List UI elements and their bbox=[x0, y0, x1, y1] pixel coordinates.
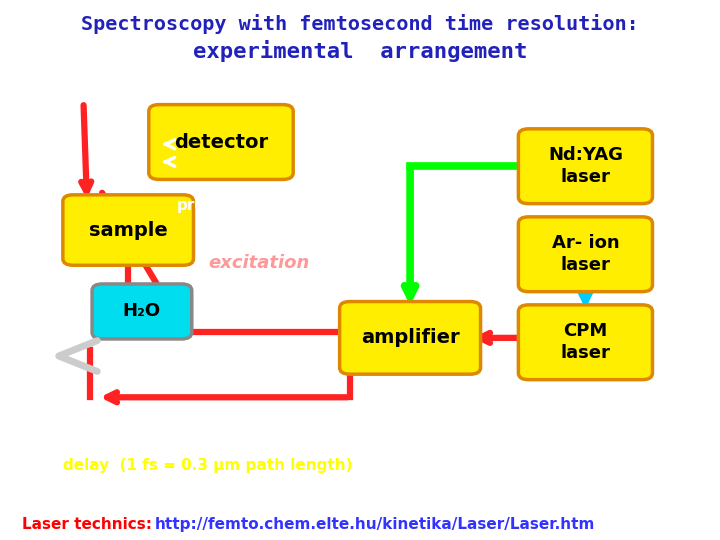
Text: amplifier: amplifier bbox=[361, 328, 459, 347]
Text: laser: laser bbox=[560, 168, 611, 186]
Text: excitation: excitation bbox=[208, 254, 310, 272]
Text: Ar- ion: Ar- ion bbox=[552, 234, 619, 252]
Text: Laser technics:: Laser technics: bbox=[22, 517, 157, 532]
Text: Spectroscopy with femtosecond time resolution:: Spectroscopy with femtosecond time resol… bbox=[81, 14, 639, 33]
FancyBboxPatch shape bbox=[340, 301, 480, 374]
FancyBboxPatch shape bbox=[149, 105, 293, 179]
FancyBboxPatch shape bbox=[92, 284, 192, 339]
Text: sample: sample bbox=[89, 220, 168, 240]
FancyBboxPatch shape bbox=[63, 195, 194, 265]
Text: reference: reference bbox=[84, 89, 166, 103]
Text: laser: laser bbox=[560, 256, 611, 274]
Text: CPM: CPM bbox=[563, 322, 608, 340]
Text: Nd:YAG: Nd:YAG bbox=[548, 146, 623, 164]
Text: H₂O: H₂O bbox=[123, 302, 161, 320]
FancyBboxPatch shape bbox=[518, 217, 652, 292]
Text: laser: laser bbox=[560, 345, 611, 362]
Text: detector: detector bbox=[174, 132, 268, 152]
FancyBboxPatch shape bbox=[518, 129, 652, 204]
Text: http://femto.chem.elte.hu/kinetika/Laser/Laser.htm: http://femto.chem.elte.hu/kinetika/Laser… bbox=[155, 517, 595, 532]
FancyBboxPatch shape bbox=[518, 305, 652, 380]
Text: probe: probe bbox=[176, 198, 226, 213]
Text: experimental  arrangement: experimental arrangement bbox=[193, 40, 527, 63]
Text: delay  (1 fs = 0.3 μm path length): delay (1 fs = 0.3 μm path length) bbox=[63, 458, 352, 473]
